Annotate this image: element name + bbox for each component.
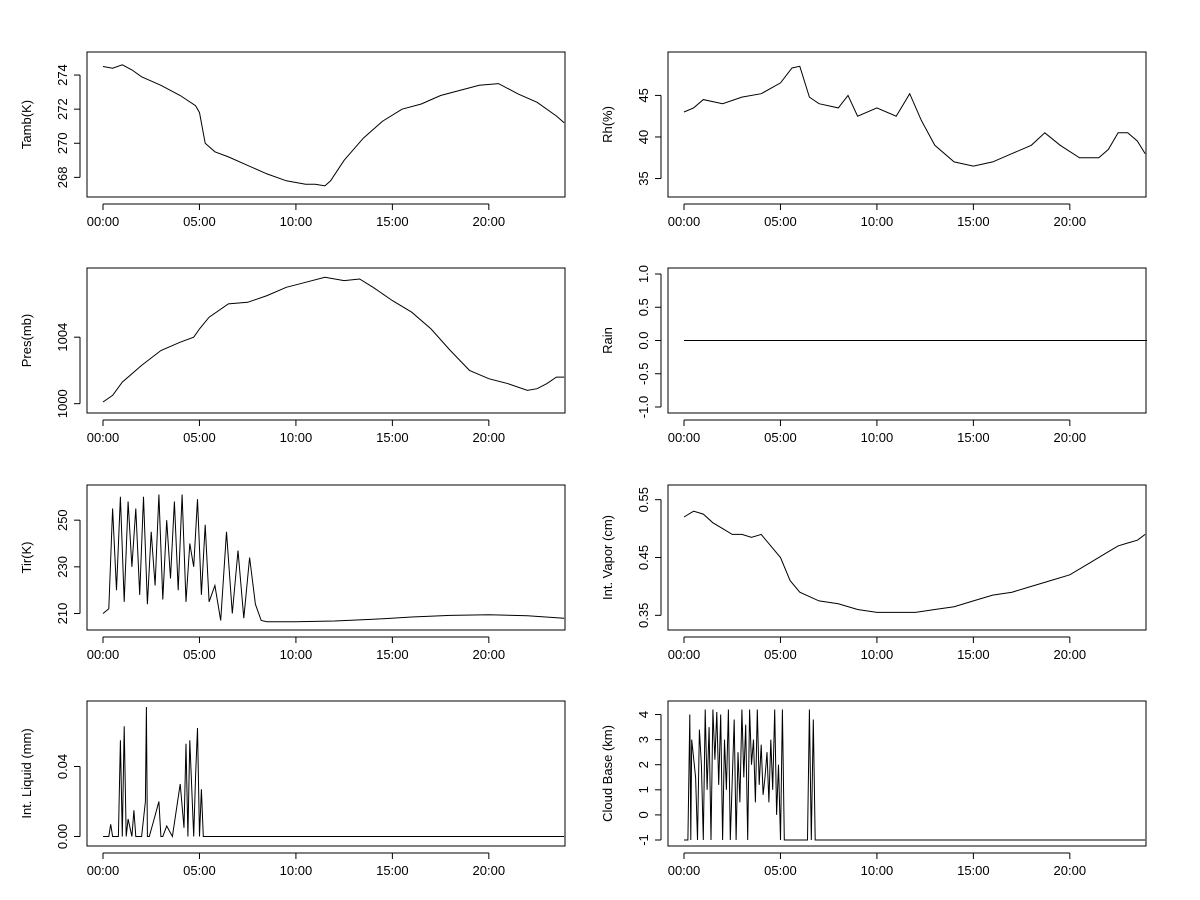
- plot-frame: [86, 700, 566, 847]
- x-tick-label: 20:00: [1054, 430, 1087, 445]
- x-tick-label: 10:00: [280, 214, 313, 229]
- y-tick-label: 268: [55, 167, 70, 189]
- y-axis-title: Rain: [600, 327, 615, 354]
- x-tick-label: 05:00: [764, 214, 797, 229]
- x-tick-label: 15:00: [376, 214, 409, 229]
- y-axis-title: Pres(mb): [19, 314, 34, 367]
- plot-frame: [667, 484, 1147, 631]
- x-tick-label: 00:00: [668, 863, 701, 878]
- plot-frame: [86, 267, 566, 414]
- x-tick-label: 10:00: [861, 647, 894, 662]
- x-tick-label: 10:00: [861, 214, 894, 229]
- y-tick-label: 0.00: [55, 824, 70, 849]
- y-tick-label: 0.0: [636, 331, 651, 349]
- x-tick-label: 05:00: [764, 863, 797, 878]
- x-tick-label: 20:00: [1054, 214, 1087, 229]
- x-tick-label: 20:00: [473, 647, 506, 662]
- y-tick-label: 0: [636, 811, 651, 818]
- series-line: [683, 510, 1146, 613]
- x-tick-label: 00:00: [668, 214, 701, 229]
- y-tick-label: 274: [55, 64, 70, 86]
- x-tick-label: 00:00: [87, 430, 120, 445]
- x-tick-label: 00:00: [87, 863, 120, 878]
- x-tick-label: 05:00: [764, 430, 797, 445]
- y-tick-label: 250: [55, 509, 70, 531]
- x-tick-label: 00:00: [668, 647, 701, 662]
- y-tick-label: 0.55: [636, 487, 651, 512]
- y-tick-label: -1: [636, 834, 651, 846]
- panel-1: 00:00 05:00 10:00 15:00 20:00 35 40 45 Rh(%): [600, 51, 1147, 229]
- panel-6: 00:00 05:00 10:00 15:00 20:00 0.00 0.04 Int. Li…: [19, 700, 566, 878]
- x-tick-label: 05:00: [764, 647, 797, 662]
- x-tick-label: 15:00: [957, 214, 990, 229]
- x-tick-label: 15:00: [376, 430, 409, 445]
- y-tick-label: 0.5: [636, 298, 651, 316]
- x-tick-label: 00:00: [87, 214, 120, 229]
- x-tick-label: 10:00: [280, 430, 313, 445]
- x-tick-label: 15:00: [376, 863, 409, 878]
- series-line: [102, 494, 565, 623]
- plot-frame: [86, 51, 566, 198]
- x-tick-label: 05:00: [183, 647, 216, 662]
- y-tick-label: 0.45: [636, 545, 651, 570]
- panel-2: 00:00 05:00 10:00 15:00 20:00 1000 1004 Pres(mb…: [19, 267, 566, 445]
- x-tick-label: 00:00: [87, 647, 120, 662]
- y-axis-title: Tir(K): [19, 541, 34, 573]
- y-axis-title: Rh(%): [600, 106, 615, 143]
- y-tick-label: 270: [55, 132, 70, 154]
- x-tick-label: 20:00: [1054, 647, 1087, 662]
- panel-0: 00:00 05:00 10:00 15:00 20:00 268 270 272 274 Tam…: [19, 51, 566, 229]
- x-tick-label: 10:00: [280, 863, 313, 878]
- x-tick-label: 10:00: [861, 863, 894, 878]
- x-tick-label: 10:00: [280, 647, 313, 662]
- y-tick-label: 35: [636, 171, 651, 185]
- y-tick-label: -1.0: [636, 396, 651, 418]
- x-tick-label: 05:00: [183, 863, 216, 878]
- y-tick-label: 272: [55, 98, 70, 120]
- y-tick-label: 1: [636, 786, 651, 793]
- panel-4: 00:00 05:00 10:00 15:00 20:00 210 230 250 Tir(K): [19, 484, 566, 662]
- x-tick-label: 00:00: [668, 430, 701, 445]
- y-tick-label: 2: [636, 761, 651, 768]
- y-tick-label: 45: [636, 88, 651, 102]
- x-tick-label: 15:00: [376, 647, 409, 662]
- x-tick-label: 10:00: [861, 430, 894, 445]
- series-line: [683, 65, 1146, 167]
- y-tick-label: 1000: [55, 389, 70, 418]
- series-line: [103, 706, 565, 839]
- x-tick-label: 05:00: [183, 214, 216, 229]
- panel-3: 00:00 05:00 10:00 15:00 20:00 -1.0 -0.5 0.0 0.5 1…: [600, 265, 1147, 445]
- y-tick-label: 210: [55, 603, 70, 625]
- series-line: [102, 64, 565, 187]
- x-tick-label: 15:00: [957, 430, 990, 445]
- y-tick-label: 1004: [55, 323, 70, 352]
- y-tick-label: 3: [636, 736, 651, 743]
- y-tick-label: 40: [636, 130, 651, 144]
- x-tick-label: 20:00: [473, 430, 506, 445]
- y-tick-label: 0.35: [636, 603, 651, 628]
- plot-frame: [86, 484, 566, 631]
- series-line: [102, 276, 565, 403]
- plot-frame: [667, 51, 1147, 198]
- y-tick-label: 230: [55, 556, 70, 578]
- x-tick-label: 15:00: [957, 863, 990, 878]
- y-axis-title: Int. Vapor (cm): [600, 515, 615, 600]
- panel-5: 00:00 05:00 10:00 15:00 20:00 0.35 0.45 0.55 Int…: [600, 484, 1147, 662]
- y-tick-label: -0.5: [636, 363, 651, 385]
- y-axis-title: Int. Liquid (mm): [19, 728, 34, 818]
- x-tick-label: 20:00: [473, 863, 506, 878]
- y-axis-title: Tamb(K): [19, 100, 34, 149]
- y-tick-label: 4: [636, 711, 651, 718]
- y-tick-label: 0.04: [55, 754, 70, 779]
- x-tick-label: 15:00: [957, 647, 990, 662]
- y-axis-title: Cloud Base (km): [600, 725, 615, 822]
- series-line: [684, 709, 1146, 841]
- y-tick-label: 1.0: [636, 265, 651, 283]
- x-tick-label: 05:00: [183, 430, 216, 445]
- panel-7: 00:00 05:00 10:00 15:00 20:00 -1 0 1 2 3 4 Cloud Ba…: [600, 700, 1147, 878]
- x-tick-label: 20:00: [1054, 863, 1087, 878]
- plot-frame: [667, 700, 1147, 847]
- x-tick-label: 20:00: [473, 214, 506, 229]
